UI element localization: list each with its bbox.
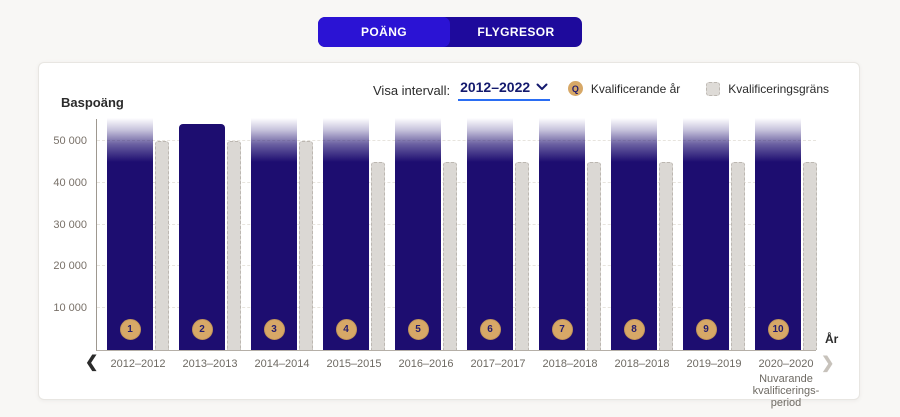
y-tick-label: 30 000 <box>53 219 87 231</box>
bar-threshold[interactable] <box>803 162 817 350</box>
y-tick-label: 10 000 <box>53 302 87 314</box>
bar-threshold[interactable] <box>659 162 673 350</box>
year-number-marker: 1 <box>119 319 141 340</box>
bar-qualifying-year[interactable] <box>539 118 585 350</box>
bar-qualifying-year[interactable] <box>107 118 153 350</box>
x-tick-label: 2020–2020 Nuvarande kvalificerings-period <box>736 358 836 409</box>
year-number-marker: 4 <box>335 319 357 340</box>
bar-threshold[interactable] <box>515 162 529 350</box>
qualifying-year-marker-icon: Q <box>567 81 583 96</box>
interval-control: Visa intervall: 2012–2022 <box>373 79 551 101</box>
x-tick-label: 2017–2017 <box>470 358 526 370</box>
bar-threshold[interactable] <box>587 162 601 350</box>
x-tick-label: 2016–2016 <box>398 358 454 370</box>
bar-qualifying-year[interactable] <box>611 118 657 350</box>
chevron-down-icon <box>536 83 548 90</box>
x-tick-label: 2019–2019 <box>686 358 742 370</box>
bar-qualifying-year[interactable] <box>323 118 369 350</box>
year-number-marker: 3 <box>263 319 285 340</box>
x-tick-label: 2018–2018 <box>542 358 598 370</box>
chart-card: Visa intervall: 2012–2022 Q Kvalificeran… <box>38 62 860 409</box>
tab-flygresor[interactable]: FLYGRESOR <box>477 25 555 39</box>
interval-dropdown[interactable]: 2012–2022 <box>458 79 551 101</box>
bar-qualifying-year[interactable] <box>755 118 801 350</box>
x-tick-label: 2014–2014 <box>254 358 310 370</box>
year-number-marker: 7 <box>551 319 573 340</box>
x-tick-label: 2013–2013 <box>182 358 238 370</box>
x-axis-title: År <box>825 332 839 346</box>
scroll-prev-button[interactable]: ❮ <box>85 354 99 371</box>
year-number-marker: 5 <box>407 319 429 340</box>
interval-value: 2012–2022 <box>460 79 531 95</box>
bar-threshold[interactable] <box>227 141 241 350</box>
chart-legend: Q Kvalificerande år Kvalificeringsgräns <box>567 81 829 96</box>
scroll-next-button[interactable]: ❯ <box>821 355 835 372</box>
bar-qualifying-year[interactable] <box>395 118 441 350</box>
bar-threshold[interactable] <box>731 162 745 350</box>
y-tick-label: 20 000 <box>53 260 87 272</box>
y-axis-title: Baspoäng <box>61 95 124 110</box>
bar-threshold[interactable] <box>155 141 169 350</box>
legend-label-threshold: Kvalificeringsgräns <box>728 81 829 96</box>
tab-poang[interactable]: POÄNG <box>318 17 450 47</box>
threshold-swatch-icon <box>706 81 721 96</box>
plot-area: 10 000 20 000 30 000 40 000 50 000 1 2012–2012… <box>53 118 819 409</box>
current-period-note: Nuvarande kvalificerings-period <box>752 373 820 409</box>
y-tick-label: 50 000 <box>53 135 87 147</box>
year-number-marker: 10 <box>767 319 789 340</box>
bar-threshold[interactable] <box>443 162 457 350</box>
year-number-marker: 2 <box>191 319 213 340</box>
interval-label: Visa intervall: <box>373 82 451 98</box>
bar-threshold[interactable] <box>371 162 385 350</box>
view-toggle: POÄNG FLYGRESOR <box>318 17 582 47</box>
bar-threshold[interactable] <box>299 141 313 350</box>
bar-qualifying-year[interactable] <box>683 118 729 350</box>
legend-item-threshold: Kvalificeringsgräns <box>706 81 829 96</box>
legend-label-qualifying-year: Kvalificerande år <box>590 81 681 96</box>
year-number-marker: 6 <box>479 319 501 340</box>
legend-item-qualifying-year: Q Kvalificerande år <box>567 81 681 96</box>
year-number-marker: 8 <box>623 319 645 340</box>
bar-qualifying-year[interactable] <box>179 124 225 350</box>
x-tick-label: 2012–2012 <box>110 358 166 370</box>
x-tick-label: 2015–2015 <box>326 358 382 370</box>
bar-qualifying-year[interactable] <box>251 118 297 350</box>
bar-qualifying-year[interactable] <box>467 118 513 350</box>
x-tick-label: 2018–2018 <box>614 358 670 370</box>
y-tick-label: 40 000 <box>53 177 87 189</box>
year-number-marker: 9 <box>695 319 717 340</box>
